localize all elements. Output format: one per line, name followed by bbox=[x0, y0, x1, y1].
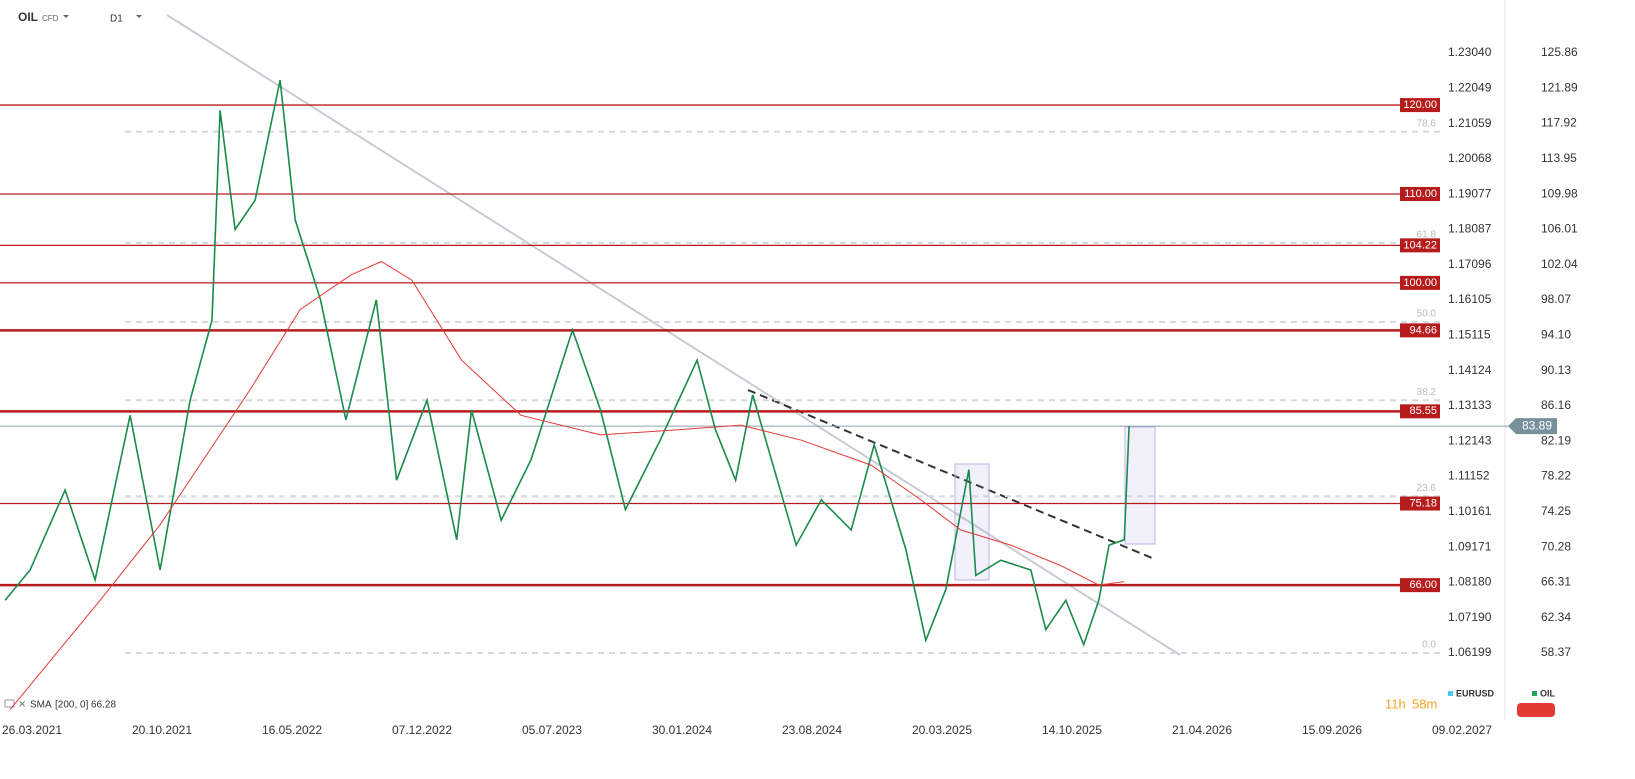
y2-tick-label: 1.12143 bbox=[1448, 433, 1492, 447]
dropdown-caret[interactable] bbox=[63, 15, 69, 18]
y-tick-label: 121.89 bbox=[1541, 80, 1578, 94]
y-tick-label: 125.86 bbox=[1541, 45, 1578, 59]
y2-tick-label: 1.06199 bbox=[1448, 645, 1492, 659]
current-price-tag bbox=[1508, 418, 1557, 435]
legend-label: OIL bbox=[1540, 688, 1556, 698]
y2-tick-label: 1.16105 bbox=[1448, 292, 1492, 306]
fib-label: 23.6 bbox=[1417, 483, 1437, 494]
level-tag bbox=[1400, 323, 1440, 338]
level-label: 104.22 bbox=[1403, 239, 1437, 251]
fib-label: 61.8 bbox=[1417, 230, 1437, 241]
y2-tick-label: 1.23040 bbox=[1448, 45, 1492, 59]
indicator-close[interactable]: ✕ bbox=[18, 700, 26, 711]
legend-swatch bbox=[1532, 691, 1537, 696]
price-line bbox=[4, 80, 1130, 647]
level-tag bbox=[1400, 578, 1440, 593]
y2-tick-label: 1.07190 bbox=[1448, 610, 1492, 624]
y2-tick-label: 1.18087 bbox=[1448, 222, 1492, 236]
trend-line bbox=[166, 14, 1181, 656]
y-tick-label: 98.07 bbox=[1541, 292, 1571, 306]
x-tick-label: 21.04.2026 bbox=[1172, 723, 1232, 737]
dropdown-caret[interactable] bbox=[136, 15, 142, 18]
x-tick-label: 30.01.2024 bbox=[652, 723, 712, 737]
y-tick-label: 58.37 bbox=[1541, 645, 1571, 659]
x-tick-label: 16.05.2022 bbox=[262, 723, 322, 737]
y-tick-label: 102.04 bbox=[1541, 257, 1578, 271]
x-tick-label: 23.08.2024 bbox=[782, 723, 842, 737]
y2-tick-label: 1.14124 bbox=[1448, 363, 1492, 377]
y2-tick-label: 1.17096 bbox=[1448, 257, 1492, 271]
x-tick-label: 07.12.2022 bbox=[392, 723, 452, 737]
current-price-label: 83.89 bbox=[1522, 418, 1552, 432]
y-tick-label: 94.10 bbox=[1541, 328, 1571, 342]
y-tick-label: 82.19 bbox=[1541, 433, 1571, 447]
fib-label: 0.0 bbox=[1422, 640, 1436, 651]
y-tick-label: 106.01 bbox=[1541, 222, 1578, 236]
level-tag bbox=[1400, 404, 1440, 419]
y2-tick-label: 1.08180 bbox=[1448, 575, 1492, 589]
y2-tick-label: 1.13133 bbox=[1448, 398, 1492, 412]
y2-tick-label: 1.20068 bbox=[1448, 151, 1492, 165]
y2-tick-label: 1.22049 bbox=[1448, 80, 1492, 94]
trend-line-dashed bbox=[747, 389, 1153, 559]
y-tick-label: 117.92 bbox=[1541, 116, 1577, 130]
y-tick-label: 70.28 bbox=[1541, 539, 1571, 553]
level-label: 120.00 bbox=[1403, 99, 1437, 111]
y-tick-label: 86.16 bbox=[1541, 398, 1571, 412]
level-tag bbox=[1400, 98, 1440, 113]
y2-tick-label: 1.21059 bbox=[1448, 116, 1492, 130]
x-tick-label: 20.03.2025 bbox=[912, 723, 972, 737]
y-tick-label: 74.25 bbox=[1541, 504, 1571, 518]
x-tick-label: 15.09.2026 bbox=[1302, 723, 1362, 737]
x-tick-label: 20.10.2021 bbox=[132, 723, 192, 737]
legend-label: EURUSD bbox=[1456, 688, 1495, 698]
y-tick-label: 109.98 bbox=[1541, 186, 1578, 200]
fib-label: 50.0 bbox=[1417, 309, 1437, 320]
fib-label: 38.2 bbox=[1417, 387, 1437, 398]
interval[interactable]: D1 bbox=[110, 14, 123, 25]
timer-minutes: 58m bbox=[1412, 696, 1437, 711]
y-tick-label: 90.13 bbox=[1541, 363, 1571, 377]
instrument-type: CFD bbox=[42, 14, 59, 23]
trade-button[interactable] bbox=[1517, 703, 1555, 717]
x-tick-label: 09.02.2027 bbox=[1432, 723, 1492, 737]
level-tag bbox=[1400, 186, 1440, 201]
level-label: 100.00 bbox=[1403, 277, 1437, 289]
y2-tick-label: 1.11152 bbox=[1448, 469, 1490, 483]
y2-tick-label: 1.15115 bbox=[1448, 328, 1491, 342]
level-label: 110.00 bbox=[1404, 188, 1437, 200]
indicator-name: SMA bbox=[30, 700, 52, 711]
y-tick-label: 62.34 bbox=[1541, 610, 1571, 624]
level-tag bbox=[1400, 238, 1440, 253]
symbol[interactable]: OIL bbox=[18, 10, 38, 24]
x-tick-label: 14.10.2025 bbox=[1042, 723, 1102, 737]
y-tick-label: 78.22 bbox=[1541, 469, 1571, 483]
legend-swatch bbox=[1448, 691, 1453, 696]
level-tag bbox=[1400, 275, 1440, 290]
x-tick-label: 05.07.2023 bbox=[522, 723, 582, 737]
level-label: 66.00 bbox=[1409, 579, 1437, 591]
level-label: 94.66 bbox=[1409, 324, 1437, 336]
y2-tick-label: 1.09171 bbox=[1448, 539, 1492, 553]
level-tag bbox=[1400, 496, 1440, 511]
indicator-last: 66.28 bbox=[91, 700, 116, 711]
level-label: 75.18 bbox=[1409, 497, 1437, 509]
range-box bbox=[1124, 426, 1156, 545]
fib-label: 78.6 bbox=[1417, 118, 1437, 129]
y-tick-label: 113.95 bbox=[1541, 151, 1577, 165]
x-tick-label: 26.03.2021 bbox=[2, 723, 62, 737]
level-label: 85.55 bbox=[1409, 405, 1437, 417]
y2-tick-label: 1.10161 bbox=[1448, 504, 1492, 518]
sma-line bbox=[9, 260, 1125, 710]
indicator-icon[interactable] bbox=[4, 699, 15, 708]
indicator-params: [200, 0] bbox=[55, 700, 89, 711]
timer-hours: 11h bbox=[1385, 696, 1406, 711]
y-tick-label: 66.31 bbox=[1541, 575, 1571, 589]
y2-tick-label: 1.19077 bbox=[1448, 186, 1492, 200]
